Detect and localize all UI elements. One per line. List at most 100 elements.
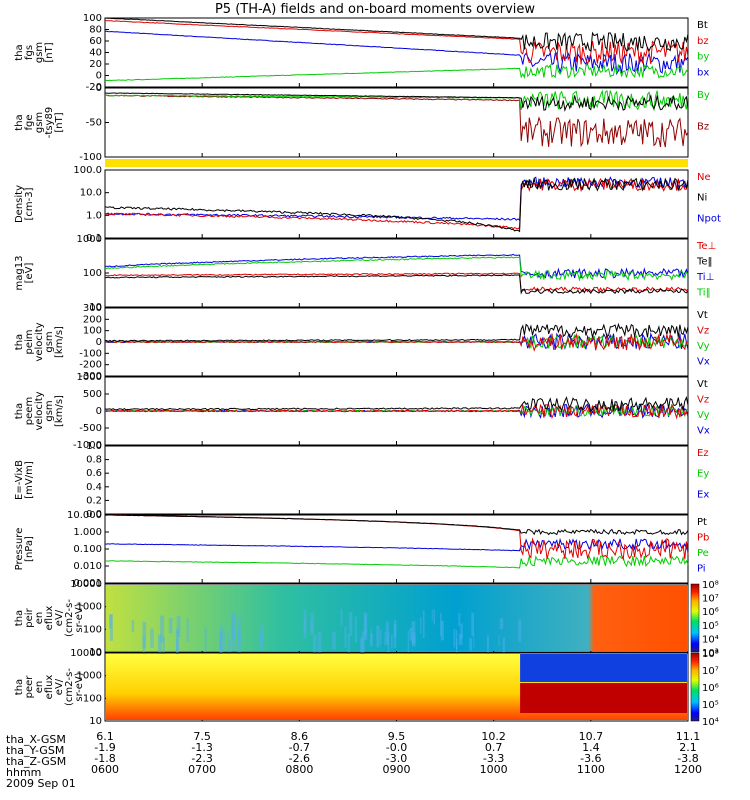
series-Vt — [104, 395, 689, 412]
spectrogram-streak — [349, 611, 353, 636]
colorbar-label: 10⁵ — [702, 700, 719, 711]
legend-Ex: Ex — [697, 489, 709, 500]
spectrogram-streak — [370, 628, 372, 643]
y-axis-label: [eV] — [24, 263, 35, 284]
y-tick-label: -100 — [79, 348, 102, 359]
legend-Te‖: Te‖ — [696, 257, 713, 268]
spectrogram-ions — [106, 585, 687, 651]
ephemeris-value: 1.4 — [582, 741, 600, 754]
y-tick-label: 1000 — [77, 372, 102, 383]
y-axis-label: fgs — [24, 45, 35, 60]
y-axis-label: [nT] — [54, 112, 65, 132]
y-tick-label: 0.2 — [86, 495, 102, 506]
ephemeris-value: -0.0 — [386, 741, 407, 754]
spectrogram-streak — [232, 612, 236, 640]
spectrogram-streak — [498, 635, 500, 647]
y-tick-label: 0.010 — [73, 561, 102, 572]
y-tick-label: 500 — [83, 389, 102, 400]
legend-Bz: Bz — [697, 122, 709, 133]
colorbar-label: 10⁸ — [702, 649, 719, 660]
y-tick-label: 1.0 — [86, 210, 102, 221]
y-axis-label: velocity — [34, 391, 45, 430]
ephemeris-value: 6.1 — [96, 730, 114, 743]
legend-Ti‖: Ti‖ — [696, 288, 711, 299]
legend-Ni: Ni — [697, 193, 707, 204]
spectrogram-streak — [411, 621, 416, 644]
legend-Vx: Vx — [697, 357, 710, 368]
ephemeris-value: 7.5 — [193, 730, 211, 743]
y-axis-label: tha — [14, 114, 25, 130]
y-axis-label: (cm2-s- — [64, 668, 75, 706]
series-Ne — [104, 177, 689, 230]
ephemeris-value: 9.5 — [388, 730, 406, 743]
ephemeris-value: -2.6 — [289, 752, 310, 765]
y-axis-label: peer — [24, 675, 35, 699]
y-tick-label: 10.0 — [80, 188, 102, 199]
spectrogram-streak — [376, 625, 380, 648]
y-axis-label: eflux — [44, 606, 55, 631]
x-tick-label: 1100 — [577, 763, 605, 776]
series-Bz — [104, 94, 689, 148]
colorbar-label: 10⁷ — [702, 594, 719, 605]
spectrogram-streak — [458, 633, 463, 645]
y-tick-label: 300 — [83, 303, 102, 314]
spectrogram-streak — [317, 632, 322, 658]
spectrogram-streak — [458, 612, 461, 627]
spectrogram-streak — [175, 628, 179, 657]
spectrogram-streak — [384, 631, 386, 646]
time-label: hhmm — [6, 766, 42, 779]
series-Vx — [104, 403, 689, 420]
spectrogram-streak — [502, 637, 505, 654]
legend-Npot: Npot — [697, 213, 721, 224]
colorbar-label: 10⁶ — [702, 683, 719, 694]
y-axis-label: en — [34, 612, 45, 625]
y-axis-label: eflux — [44, 675, 55, 700]
legend-Ti⊥: Ti⊥ — [696, 272, 714, 283]
ephemeris-value: 2.1 — [679, 741, 697, 754]
spectrogram-streak — [471, 612, 475, 637]
y-axis-label: gsm — [44, 400, 55, 421]
y-tick-label: -100 — [79, 152, 102, 163]
legend-Bt: Bt — [697, 20, 708, 31]
series-Vz — [105, 332, 688, 352]
legend-Vt: Vt — [697, 379, 708, 390]
y-tick-label: 1000 — [77, 602, 102, 613]
series-Ni — [104, 177, 689, 233]
spectrogram-streak — [347, 633, 350, 664]
spectrogram-streak — [312, 634, 317, 655]
colorbar-label: 10⁵ — [702, 621, 719, 632]
series-Ti-par — [104, 256, 689, 282]
spectrogram-streak — [453, 628, 456, 648]
spectrogram-streak — [157, 634, 162, 654]
spectrogram-streak — [469, 637, 473, 651]
y-tick-label: 10000 — [70, 579, 102, 590]
y-tick-label: 100 — [83, 268, 102, 279]
spectrogram-streak — [310, 612, 314, 636]
y-tick-label: -500 — [79, 423, 102, 434]
spectrogram-streak — [232, 629, 235, 652]
y-axis-label: velocity — [34, 322, 45, 361]
y-axis-label: peem — [24, 397, 35, 425]
y-axis-label: -tsy89 — [44, 107, 55, 138]
series-Bt — [104, 17, 689, 52]
spectrogram-electrons-high — [520, 683, 687, 713]
series-bz — [104, 20, 689, 66]
chart-title: P5 (TH-A) fields and on-board moments ov… — [214, 2, 536, 17]
legend-Ez: Ez — [697, 448, 709, 459]
x-tick-label: 0800 — [285, 763, 313, 776]
y-axis-label: (cm2-s- — [64, 599, 75, 637]
ephemeris-value: -1.8 — [94, 752, 115, 765]
legend-bx: bx — [697, 67, 709, 78]
spectrogram-streak — [499, 618, 504, 630]
spectrogram-streak — [303, 609, 307, 639]
ephemeris-value: -3.0 — [386, 752, 407, 765]
legend-bz: bz — [697, 36, 709, 47]
ephemeris-value: -1.9 — [94, 741, 115, 754]
y-tick-label: 0.4 — [86, 482, 102, 493]
spectrogram-streak — [150, 628, 154, 648]
y-tick-label: 0.8 — [86, 455, 102, 466]
spectrogram-streak — [142, 621, 147, 649]
spectrogram-streak — [229, 637, 231, 655]
series-Te-par — [104, 274, 689, 295]
